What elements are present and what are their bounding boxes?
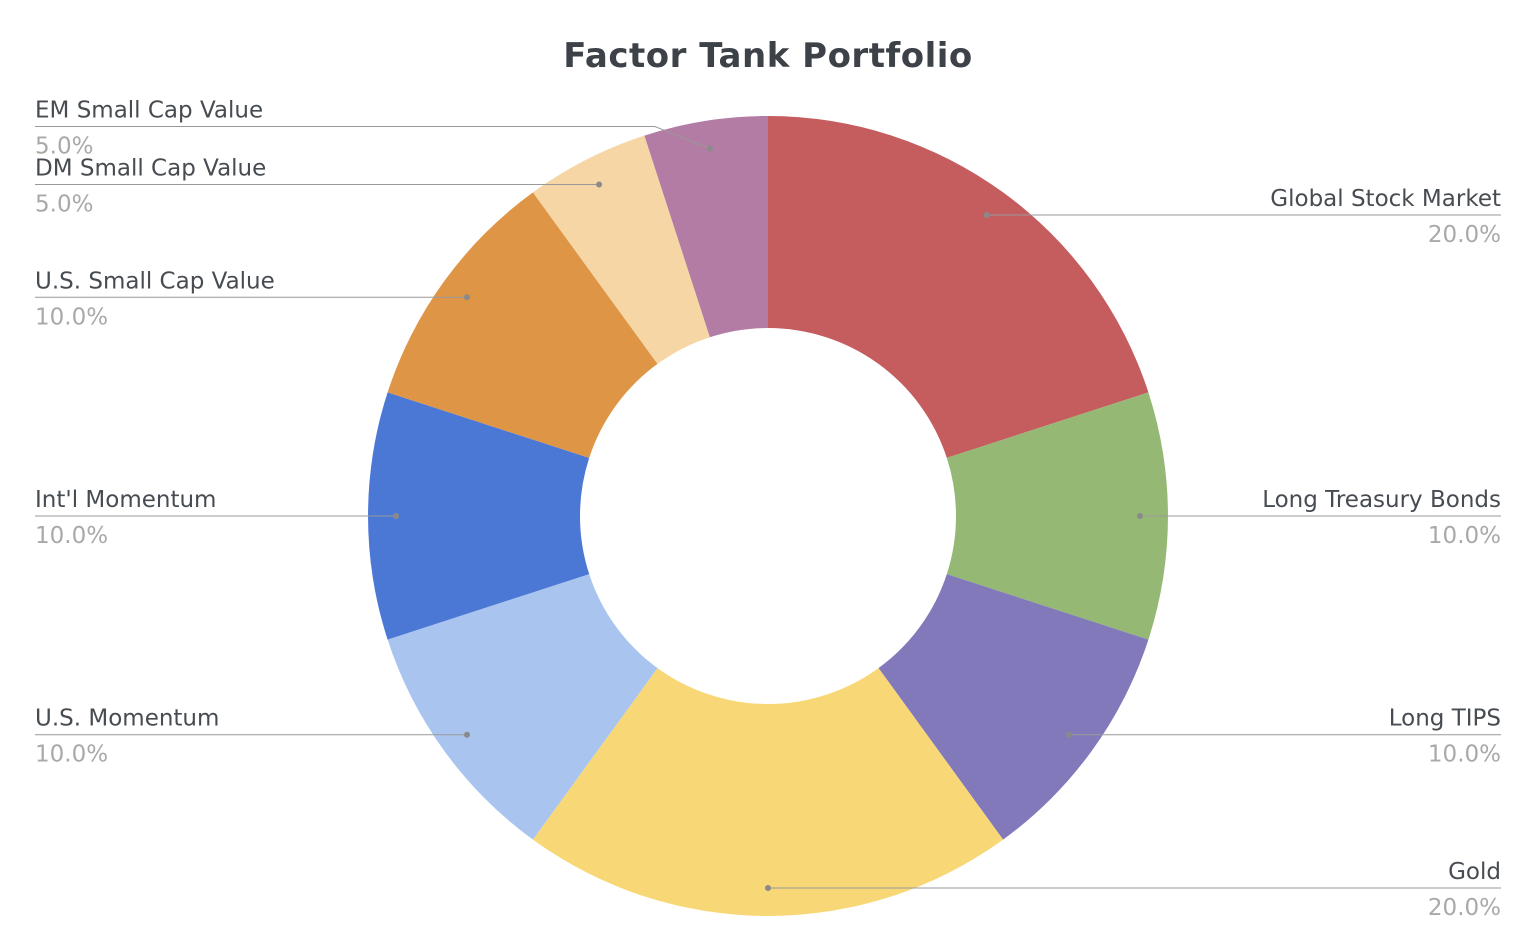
pie-slice-8 — [644, 116, 768, 338]
slice-label: Global Stock Market — [1270, 186, 1501, 212]
slice-label: U.S. Small Cap Value — [35, 268, 275, 294]
slice-label: EM Small Cap Value — [35, 98, 263, 124]
slice-percent: 20.0% — [1428, 895, 1501, 921]
pie-slice-7 — [532, 135, 710, 364]
slice-label: Long TIPS — [1389, 706, 1501, 732]
slice-percent: 5.0% — [35, 134, 93, 160]
leader-dot — [464, 294, 470, 301]
leader-dot — [1137, 513, 1143, 519]
slice-percent: 10.0% — [1428, 523, 1501, 549]
leader-line — [35, 126, 710, 150]
leader-dot — [1066, 731, 1072, 738]
slice-percent: 10.0% — [35, 523, 108, 549]
leader-dot — [596, 181, 603, 188]
slice-label: U.S. Momentum — [35, 706, 219, 732]
pie-slice-0 — [768, 116, 1149, 458]
slice-percent: 5.0% — [35, 192, 93, 218]
leader-dot — [706, 145, 713, 152]
leader-dot — [983, 212, 990, 218]
chart-title: Factor Tank Portfolio — [563, 36, 973, 76]
slice-label: Gold — [1448, 859, 1501, 885]
slice-label: Int'l Momentum — [35, 487, 216, 513]
slice-percent: 20.0% — [1428, 222, 1501, 248]
leader-dot — [393, 513, 399, 519]
pie-slice-2 — [878, 574, 1149, 840]
leader-dot — [765, 885, 771, 891]
slice-percent: 10.0% — [35, 742, 108, 768]
slice-label: DM Small Cap Value — [35, 156, 266, 182]
leader-dot — [464, 731, 470, 738]
pie-slice-5 — [368, 392, 590, 640]
pie-slice-3 — [532, 668, 1004, 916]
slice-percent: 10.0% — [35, 304, 108, 330]
pie-slice-1 — [946, 392, 1168, 640]
pie-slice-6 — [387, 192, 658, 458]
pie-slice-4 — [387, 574, 658, 840]
slice-percent: 10.0% — [1428, 742, 1501, 768]
slice-label: Long Treasury Bonds — [1262, 487, 1501, 513]
